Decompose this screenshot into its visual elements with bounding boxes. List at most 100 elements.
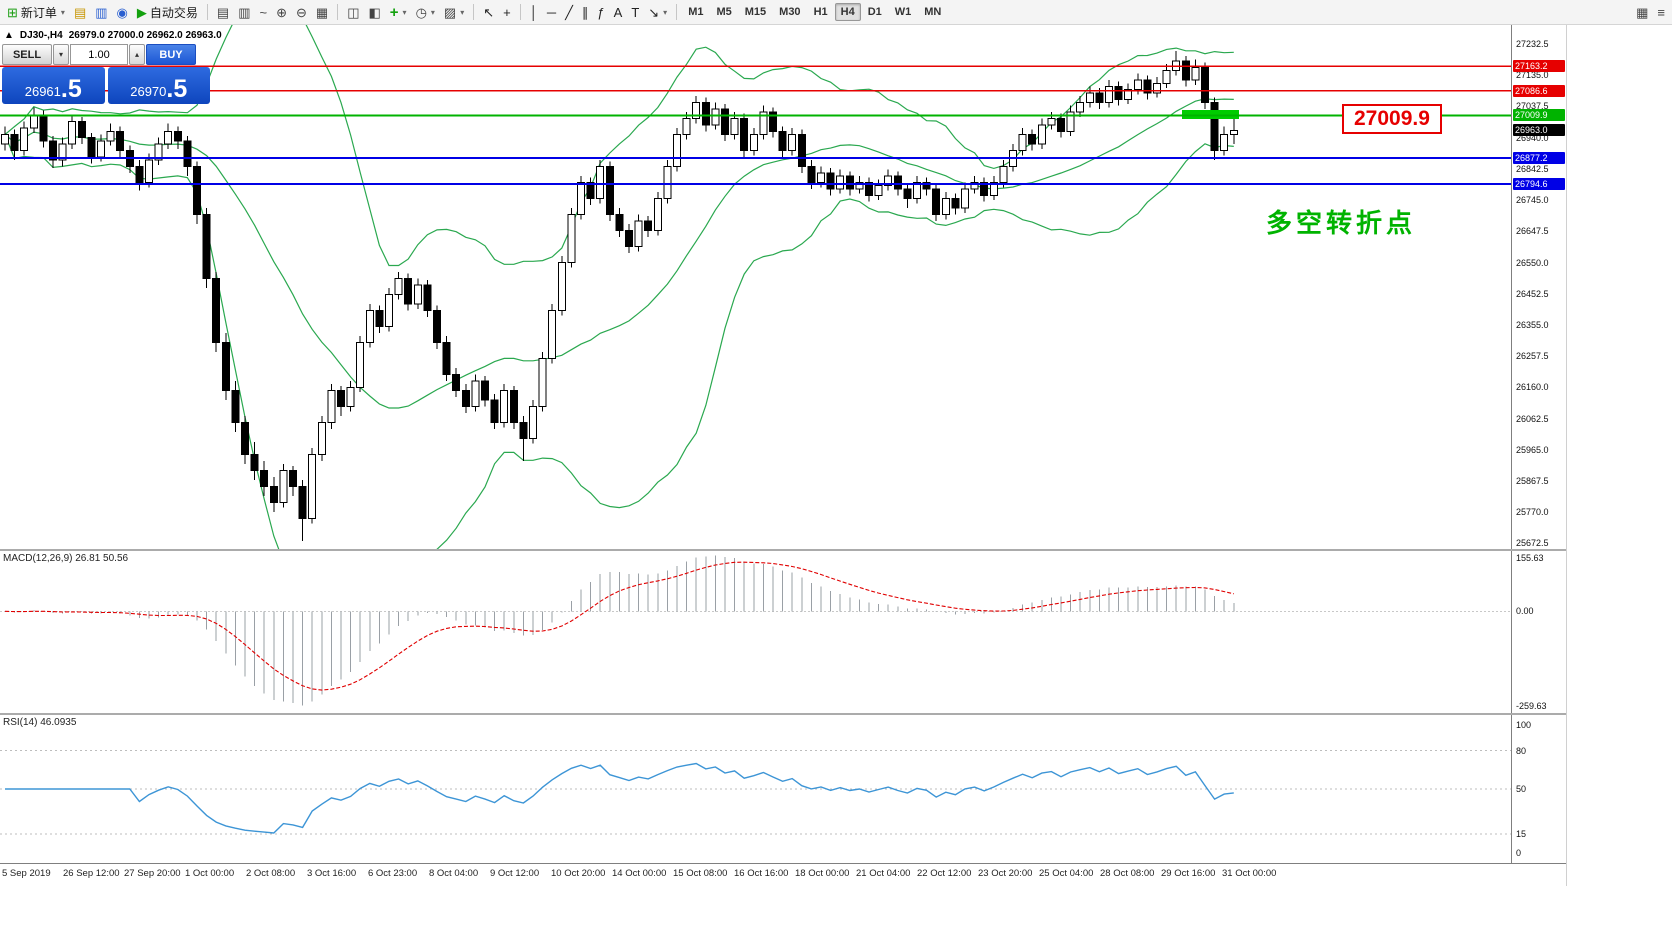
vertical-line-icon: │ bbox=[529, 4, 538, 20]
price-tick: 26745.0 bbox=[1516, 195, 1549, 206]
line-chart-button[interactable]: ~ bbox=[255, 4, 271, 21]
arrows-icon: ↘ bbox=[648, 4, 660, 20]
window-menu-icon: ≡ bbox=[1657, 4, 1665, 20]
text-button[interactable]: A bbox=[610, 4, 627, 21]
price-tick: 0 bbox=[1516, 848, 1522, 858]
new-order-icon: ⊞ bbox=[7, 4, 18, 20]
trendline-icon: ╱ bbox=[565, 4, 573, 20]
timeframe-mn-button[interactable]: MN bbox=[924, 6, 942, 18]
price-tick: 27232.5 bbox=[1516, 39, 1549, 50]
timeframe-m1-button[interactable]: M1 bbox=[688, 6, 704, 18]
volume-up-button[interactable]: ▴ bbox=[129, 44, 145, 65]
crosshair-button[interactable]: + bbox=[499, 4, 515, 21]
timeframe-m30-button[interactable]: M30 bbox=[779, 6, 801, 18]
cascade-windows-button[interactable]: ◧ bbox=[364, 4, 384, 21]
time-tick: 15 Oct 08:00 bbox=[673, 868, 728, 879]
pane-separator[interactable] bbox=[0, 713, 1566, 715]
sell-button[interactable]: SELL bbox=[2, 44, 52, 65]
dropdown-arrow-icon: ▾ bbox=[60, 7, 65, 17]
market-watch-icon: ▥ bbox=[95, 4, 108, 20]
zoom-out-button[interactable]: ⊖ bbox=[292, 4, 311, 21]
auto-arrange-button[interactable]: ▦ bbox=[312, 4, 332, 21]
time-tick: 9 Oct 12:00 bbox=[490, 868, 540, 879]
rsi-scale[interactable]: 100 80 50 15 0 bbox=[1511, 715, 1566, 863]
timeframe-h1-button[interactable]: H1 bbox=[813, 6, 828, 18]
auto-trading-label: 自动交易 bbox=[149, 5, 198, 20]
zoom-in-icon: ⊕ bbox=[276, 4, 287, 20]
turning-point-annotation: 多空转折点 bbox=[1266, 208, 1417, 238]
collapse-trade-panel-icon[interactable]: ▲ bbox=[4, 30, 14, 41]
vertical-line-button[interactable]: │ bbox=[526, 4, 542, 21]
window-menu-button[interactable]: ≡ bbox=[1653, 4, 1669, 21]
one-click-trading-panel: SELL ▾ 1.00 ▴ BUY 26961 .5 26970 .5 bbox=[2, 44, 210, 104]
macd-scale[interactable]: 155.63 0.00 -259.63 bbox=[1511, 551, 1566, 713]
level-price-label: 27163.2 bbox=[1513, 60, 1565, 73]
rsi-chart[interactable] bbox=[0, 715, 1512, 863]
fibonacci-button[interactable]: ƒ bbox=[593, 4, 608, 21]
text-label-button[interactable]: T bbox=[627, 4, 643, 21]
level-price-label: 26794.6 bbox=[1513, 178, 1565, 191]
timeframe-w1-button[interactable]: W1 bbox=[894, 6, 912, 18]
volume-down-button[interactable]: ▾ bbox=[53, 44, 69, 65]
cursor-button[interactable]: ↖ bbox=[479, 4, 498, 21]
time-tick: 27 Sep 20:00 bbox=[124, 868, 181, 879]
navigator-icon: ◉ bbox=[116, 4, 128, 20]
price-tick: 26257.5 bbox=[1516, 351, 1549, 362]
time-tick: 21 Oct 04:00 bbox=[856, 868, 911, 879]
level-price-label: 27086.6 bbox=[1513, 84, 1565, 97]
buy-price-button[interactable]: 26970 .5 bbox=[107, 67, 210, 104]
new-chart-icon: ▦ bbox=[1636, 4, 1649, 20]
arrows-button[interactable]: ↘ ▾ bbox=[644, 4, 671, 21]
timeframe-d1-button[interactable]: D1 bbox=[867, 6, 882, 18]
charts-profile-icon: ▤ bbox=[73, 4, 87, 20]
horizontal-line-button[interactable]: ─ bbox=[543, 4, 560, 21]
symbol-ohlc-bar: ▲ DJ30-,H4 26979.0 27000.0 26962.0 26963… bbox=[4, 30, 222, 41]
charts-profile-button[interactable]: ▤ bbox=[70, 4, 90, 21]
auto-trading-button[interactable]: ▶ 自动交易 bbox=[133, 2, 202, 23]
market-watch-button[interactable]: ▥ bbox=[91, 4, 111, 21]
price-tick: 27037.5 bbox=[1516, 101, 1549, 112]
level-lines bbox=[0, 65, 1512, 186]
price-tick: 0.00 bbox=[1516, 606, 1534, 617]
timeframe-m5-button[interactable]: M5 bbox=[716, 6, 732, 18]
time-tick: 26 Sep 12:00 bbox=[63, 868, 120, 879]
volume-input[interactable]: 1.00 bbox=[70, 44, 128, 65]
templates-button[interactable]: ▨ ▾ bbox=[440, 4, 468, 21]
time-tick: 5 Sep 2019 bbox=[2, 868, 51, 879]
new-order-label: 新订单 bbox=[20, 5, 57, 20]
timeframe-h4-button[interactable]: H4 bbox=[834, 3, 861, 21]
periods-icon: ◷ bbox=[415, 4, 427, 20]
rsi-pane: RSI(14) 46.0935 100 80 50 15 0 bbox=[0, 715, 1566, 863]
bar-chart-icon: ▤ bbox=[216, 4, 230, 20]
bar-chart-button[interactable]: ▤ bbox=[213, 4, 233, 21]
toolbar-separator bbox=[337, 4, 339, 20]
zoom-in-button[interactable]: ⊕ bbox=[272, 4, 291, 21]
tile-windows-button[interactable]: ◫ bbox=[343, 4, 363, 21]
timeframe-m15-button[interactable]: M15 bbox=[744, 6, 767, 18]
indicators-button[interactable]: + ▾ bbox=[386, 3, 411, 22]
level-price-label: 26877.2 bbox=[1513, 151, 1565, 164]
macd-signal-line bbox=[4, 561, 1234, 691]
new-order-button[interactable]: ⊞ 新订单 ▾ bbox=[3, 2, 69, 23]
trendline-button[interactable]: ╱ bbox=[561, 4, 577, 21]
price-chart[interactable] bbox=[0, 25, 1512, 549]
time-tick: 28 Oct 08:00 bbox=[1100, 868, 1155, 879]
candlestick-chart-button[interactable]: ▥ bbox=[234, 4, 254, 21]
new-chart-button[interactable]: ▦ bbox=[1632, 4, 1652, 21]
periods-button[interactable]: ◷ ▾ bbox=[412, 4, 439, 21]
templates-icon: ▨ bbox=[443, 4, 457, 20]
dropdown-arrow-icon: ▾ bbox=[402, 7, 407, 17]
equidistant-channel-button[interactable]: ∥ bbox=[578, 4, 593, 21]
pane-separator[interactable] bbox=[0, 549, 1566, 551]
navigator-button[interactable]: ◉ bbox=[113, 4, 132, 21]
sell-price-button[interactable]: 26961 .5 bbox=[2, 67, 105, 104]
time-axis[interactable]: 5 Sep 2019 26 Sep 12:00 27 Sep 20:00 1 Oct … bbox=[0, 863, 1566, 885]
price-tick: 26550.0 bbox=[1516, 257, 1549, 268]
buy-button[interactable]: BUY bbox=[146, 44, 196, 65]
price-scale[interactable]: 27232.5 27135.0 27037.5 26940.0 26842.5 26745… bbox=[1511, 25, 1566, 549]
sell-price-pips: .5 bbox=[60, 75, 82, 103]
macd-chart[interactable] bbox=[0, 551, 1512, 713]
dropdown-arrow-icon: ▾ bbox=[460, 7, 465, 17]
level-price-label: 27009.9 bbox=[1513, 109, 1565, 122]
cascade-windows-icon: ◧ bbox=[368, 4, 381, 20]
